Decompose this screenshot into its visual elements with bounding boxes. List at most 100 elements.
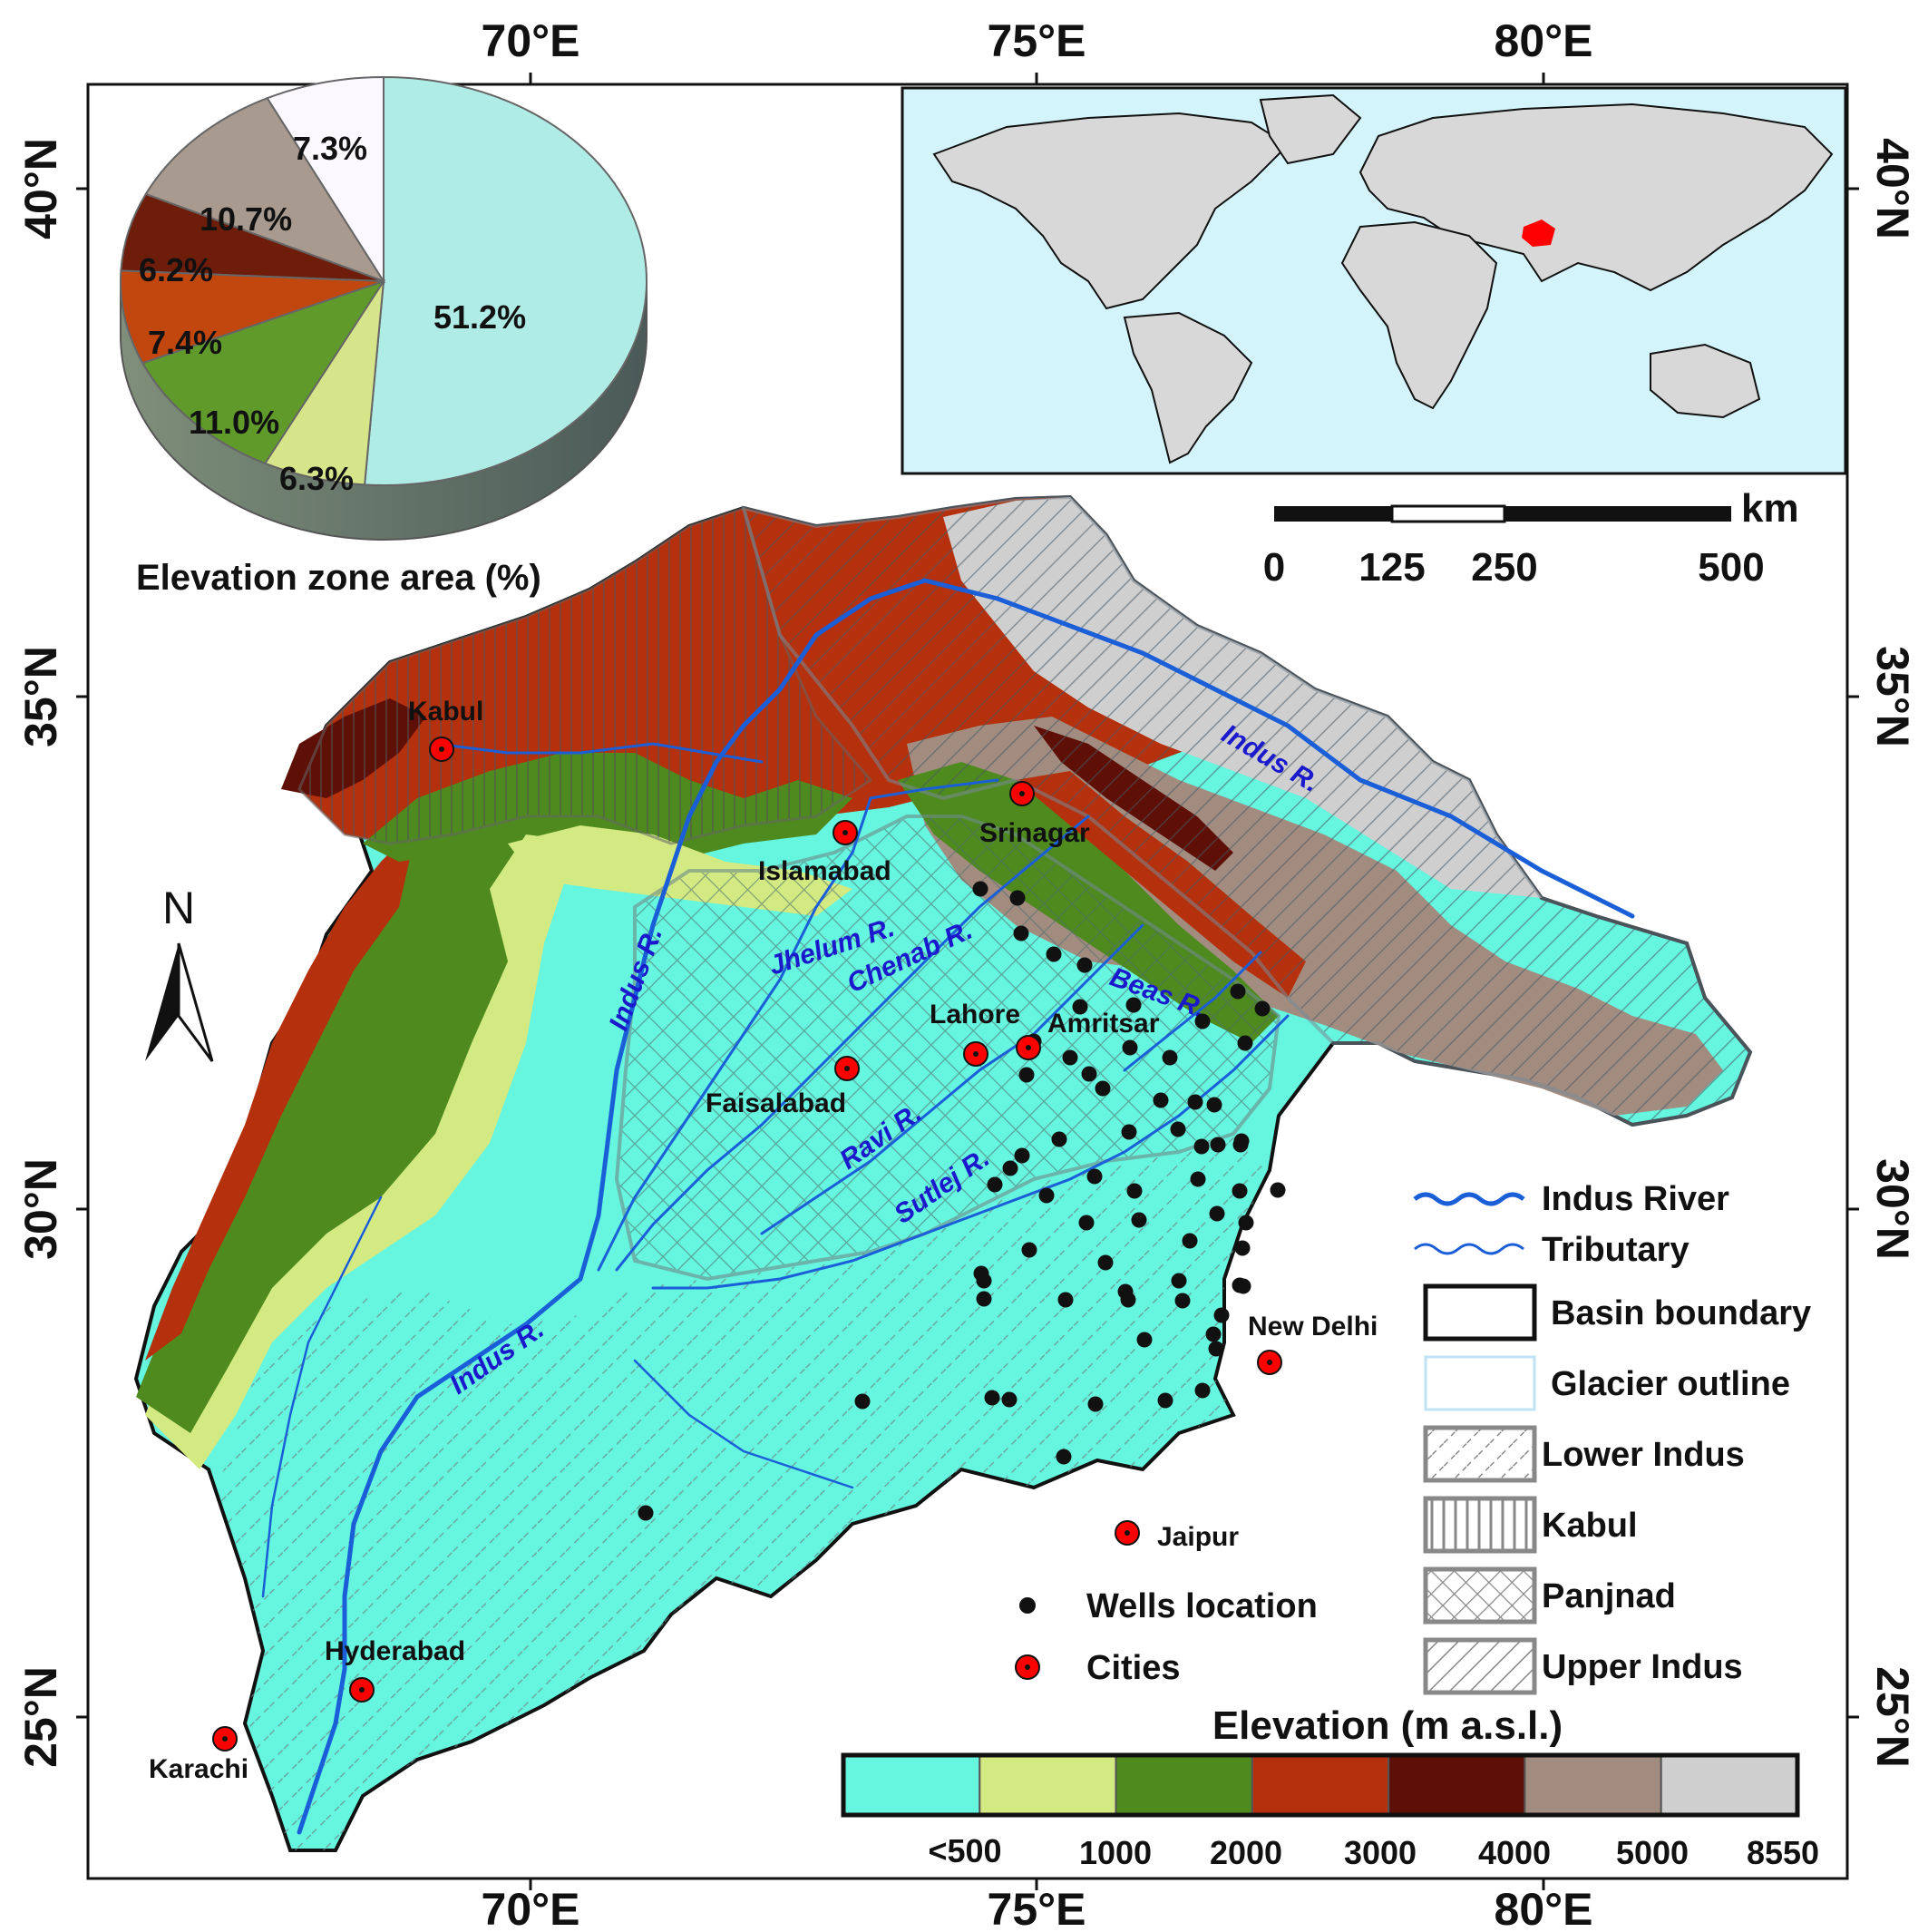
legend-swatch-kabul [1423, 1496, 1537, 1554]
lat-label-right-25: 25°N [1867, 1666, 1918, 1768]
well-marker-28 [1002, 1160, 1018, 1176]
well-marker-32 [1126, 1183, 1143, 1199]
scale-tick-0: 0 [1263, 545, 1285, 590]
ravi-river [760, 923, 1144, 1235]
well-marker-55 [1136, 1332, 1153, 1348]
city-marker-islamabad [833, 820, 858, 845]
indus-basin [133, 494, 1753, 1852]
well-marker-49 [976, 1291, 992, 1307]
legend-swatch-glacier-outline [1424, 1355, 1536, 1411]
city-marker-faisalabad [834, 1056, 860, 1081]
indus-basin-highlight [1522, 220, 1555, 247]
city-label-srinagar: Srinagar [979, 818, 1090, 848]
legend-swatch-lower-indus [1423, 1425, 1537, 1483]
lon-label-bottom-80: 80°E [1495, 1884, 1593, 1932]
lat-label-right-40: 40°N [1867, 138, 1918, 239]
legend-swatch-wells [1019, 1597, 1036, 1614]
well-marker-46 [1171, 1273, 1187, 1289]
well-marker-0 [972, 881, 988, 897]
well-marker-22 [1193, 1138, 1210, 1155]
city-label-amritsar: Amritsar [1047, 1009, 1160, 1039]
world-inset [901, 86, 1847, 475]
scale-tick-250: 250 [1471, 545, 1537, 590]
elevation-tick-1000: 1000 [1079, 1834, 1152, 1871]
legend-swatch-indus-river [1413, 1192, 1525, 1206]
city-labels: Kabul Islamabad Srinagar Lahore Amritsar… [149, 697, 1378, 1784]
colorbar-cell-6 [1660, 1754, 1798, 1816]
elevation-tick-500: <500 [928, 1832, 1001, 1869]
well-marker-2 [1013, 925, 1029, 942]
scale-tick-500: 500 [1698, 545, 1764, 590]
well-marker-20 [1121, 1124, 1137, 1140]
well-marker-33 [1190, 1171, 1206, 1187]
well-marker-42 [1097, 1254, 1114, 1271]
north-arrow: N [145, 883, 214, 1062]
well-marker-66 [1230, 983, 1246, 1000]
well-marker-13 [1254, 1000, 1271, 1017]
river-network [261, 578, 1635, 1835]
city-marker-new-delhi [1257, 1350, 1282, 1375]
legend-swatch-upper-indus [1423, 1637, 1537, 1695]
pie-chart-inset: 51.2% 6.3% 11.0% 7.4% 6.2% 10.7% 7.3% El… [120, 75, 648, 598]
elevation-bar-title: Elevation (m a.s.l.) [1212, 1703, 1563, 1748]
elevation-tick-4000: 4000 [1478, 1834, 1551, 1871]
subbasin-lower-indus [218, 1134, 1270, 1850]
elevation-tick-8550: 8550 [1747, 1834, 1819, 1871]
zone-1000-2000-west [136, 789, 526, 1433]
legend-label-basin-boundary: Basin boundary [1551, 1294, 1811, 1332]
kabul-river [433, 742, 764, 764]
lat-label-left-35: 35°N [15, 646, 66, 747]
city-label-hyderabad: Hyderabad [325, 1636, 465, 1666]
well-marker-19 [1206, 1097, 1222, 1113]
north-arrow-label: N [162, 883, 195, 933]
well-marker-31 [1086, 1168, 1103, 1185]
well-marker-43 [1234, 1240, 1251, 1256]
city-label-new-delhi: New Delhi [1248, 1312, 1378, 1342]
pie-slice-0 [363, 75, 648, 486]
well-marker-16 [1095, 1080, 1111, 1097]
well-marker-40 [1238, 1215, 1254, 1231]
lat-label-left-25: 25°N [15, 1666, 66, 1768]
colorbar-cell-0 [842, 1754, 981, 1816]
city-marker-jaipur [1115, 1520, 1140, 1546]
lon-label-top-70: 70°E [482, 15, 580, 66]
well-marker-25 [1232, 1137, 1249, 1153]
well-marker-53 [1213, 1307, 1230, 1323]
legend-label-kabul: Kabul [1542, 1507, 1638, 1545]
elevation-tick-5000: 5000 [1616, 1834, 1689, 1871]
pie-slice-3 [120, 269, 385, 365]
well-marker-56 [1205, 1326, 1222, 1342]
colorbar-cell-4 [1388, 1754, 1526, 1816]
well-marker-52 [1174, 1293, 1191, 1309]
well-marker-27 [1051, 1131, 1067, 1147]
pie-slice-2 [141, 279, 386, 465]
well-marker-54 [1235, 1278, 1251, 1294]
legend-swatch-panjnad [1423, 1566, 1537, 1625]
well-marker-34 [1232, 1183, 1248, 1199]
well-marker-37 [1131, 1212, 1147, 1228]
colorbar-cells [842, 1754, 1798, 1816]
well-marker-30 [1038, 1187, 1055, 1204]
city-marker-hyderabad [349, 1677, 375, 1703]
well-marker-26 [1014, 1147, 1030, 1164]
city-label-lahore: Lahore [930, 1000, 1020, 1029]
lat-label-left-30: 30°N [15, 1158, 66, 1260]
scale-bar: km 0 125 250 500 [1263, 486, 1799, 590]
lat-label-left-40: 40°N [15, 138, 66, 239]
pie-slice-1 [263, 280, 385, 486]
city-label-islamabad: Islamabad [758, 856, 891, 886]
well-marker-5 [1072, 999, 1088, 1015]
south-america-shape [1123, 311, 1253, 464]
well-marker-14 [1018, 1067, 1035, 1083]
pie-label-6-2: 6.2% [139, 251, 213, 288]
africa-shape [1340, 220, 1498, 410]
well-marker-10 [1162, 1049, 1178, 1066]
legend-label-glacier-outline: Glacier outline [1551, 1365, 1790, 1403]
pie-label-6-3: 6.3% [279, 460, 354, 497]
well-marker-29 [987, 1176, 1003, 1193]
legend-label-panjnad: Panjnad [1542, 1577, 1676, 1615]
well-marker-18 [1187, 1094, 1203, 1110]
tributary-west-1 [261, 1195, 383, 1598]
city-marker-kabul [429, 737, 454, 762]
